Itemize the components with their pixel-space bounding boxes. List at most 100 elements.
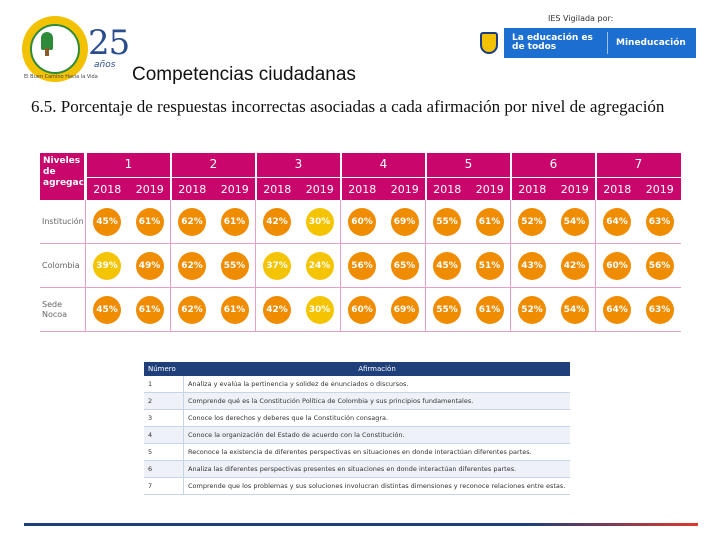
percentage-badge: 45% [93, 208, 121, 236]
year-header: 2018 [596, 177, 639, 200]
percentage-badge: 56% [645, 252, 674, 280]
value-cell: 56% [639, 244, 681, 288]
results-table: Niveles de agregación 1 2018 2019 2 2018 2019… [40, 153, 681, 332]
value-cell: 39% [86, 244, 128, 288]
value-cell: 52% [511, 200, 553, 244]
value-cell: 54% [554, 200, 596, 244]
percentage-badge: 30% [305, 296, 334, 324]
percentage-badge: 54% [560, 296, 589, 324]
row-label: Colombia [42, 261, 80, 270]
affirmation-text: Analiza y evalúa la pertinencia y solide… [188, 380, 409, 388]
percentage-badge: 55% [433, 296, 461, 324]
percentage-badge: 63% [645, 296, 674, 324]
affirmation-number: 6 [144, 461, 184, 477]
value-cell: 55% [426, 200, 468, 244]
percentage-badge: 55% [220, 252, 249, 280]
affirmation-row: 4 Conoce la organización del Estado de ac… [144, 427, 570, 444]
value-cell: 56% [341, 244, 383, 288]
value-cell: 63% [639, 200, 681, 244]
percentage-badge: 65% [390, 252, 419, 280]
affirmation-text: Comprende qué es la Constitución Polític… [188, 397, 474, 405]
percentage-badge: 62% [178, 296, 206, 324]
affirmation-header-text: Afirmación [358, 365, 396, 373]
vigilada-label: IES Vigilada por: [548, 14, 614, 23]
group-header: 5 [426, 153, 511, 177]
value-cell: 45% [86, 288, 128, 332]
percentage-badge: 52% [518, 296, 546, 324]
percentage-badge: 61% [475, 208, 504, 236]
percentage-badge: 64% [603, 296, 631, 324]
value-cell: 63% [639, 288, 681, 332]
colombia-crest-icon [474, 28, 504, 58]
year-header: 2018 [511, 177, 554, 200]
affirmation-header: Número Afirmación [144, 362, 570, 376]
table-row: Colombia 39% 49% 62% 55% 37% 24% 56% 65% 45% 51% 43… [40, 244, 681, 288]
table-header: Niveles de agregación 1 2018 2019 2 2018 2019… [40, 153, 681, 200]
affirmation-row: 7 Comprende que los problemas y sus soluc… [144, 478, 570, 495]
percentage-badge: 37% [263, 252, 291, 280]
year-header: 2019 [298, 177, 341, 200]
group-header: 1 [86, 153, 171, 177]
row-label: Institución [42, 217, 84, 226]
affirmation-number: 2 [144, 393, 184, 409]
value-cell: 30% [299, 288, 341, 332]
affirmation-number: 1 [144, 376, 184, 392]
year-header: 2019 [128, 177, 171, 200]
banner-ministry-text: Mineducación [616, 38, 686, 48]
percentage-badge: 39% [93, 252, 121, 280]
value-cell: 60% [596, 244, 638, 288]
value-cell: 45% [426, 244, 468, 288]
value-cell: 42% [256, 200, 298, 244]
group-header: 6 [511, 153, 596, 177]
value-cell: 49% [129, 244, 171, 288]
year-header: 2018 [426, 177, 469, 200]
ministry-banner: La educación es de todos Mineducación [474, 28, 696, 58]
group-header: 2 [171, 153, 256, 177]
value-cell: 51% [469, 244, 511, 288]
group-header: 4 [341, 153, 426, 177]
value-cell: 61% [129, 288, 171, 332]
value-cell: 62% [171, 288, 213, 332]
percentage-badge: 51% [475, 252, 504, 280]
affirmation-row: 6 Analiza las diferentes perspectivas pre… [144, 461, 570, 478]
percentage-badge: 24% [305, 252, 334, 280]
group-header: 3 [256, 153, 341, 177]
group-header: 7 [596, 153, 681, 177]
value-cell: 60% [341, 288, 383, 332]
percentage-badge: 43% [518, 252, 546, 280]
table-row: Sede Nocoa 45% 61% 62% 61% 42% 30% 60% 69% 55% 61%… [40, 288, 681, 332]
percentage-badge: 62% [178, 252, 206, 280]
banner-main-text: La educación es de todos [512, 33, 593, 52]
anniversary-word: años [94, 60, 116, 70]
year-header: 2018 [256, 177, 299, 200]
institution-logo: El Buen Camino Hacia la Vida 25 años [22, 16, 132, 84]
institution-seal-icon [22, 16, 88, 82]
value-cell: 55% [214, 244, 256, 288]
percentage-badge: 61% [135, 208, 164, 236]
percentage-badge: 61% [475, 296, 504, 324]
percentage-badge: 52% [518, 208, 546, 236]
year-header: 2019 [468, 177, 511, 200]
affirmation-row: 5 Reconoce la existencia de diferentes pe… [144, 444, 570, 461]
affirmation-row: 3 Conoce los derechos y deberes que la Co… [144, 410, 570, 427]
value-cell: 55% [426, 288, 468, 332]
percentage-badge: 60% [603, 252, 631, 280]
percentage-badge: 42% [560, 252, 589, 280]
value-cell: 37% [256, 244, 298, 288]
value-cell: 69% [384, 200, 426, 244]
affirmation-table: Número Afirmación 1 Analiza y evalúa la p… [144, 362, 570, 495]
percentage-badge: 45% [93, 296, 121, 324]
anniversary-number: 25 [88, 23, 130, 63]
value-cell: 42% [554, 244, 596, 288]
percentage-badge: 42% [263, 296, 291, 324]
rowhead-label: Niveles de agregación [40, 153, 100, 200]
percentage-badge: 60% [348, 208, 376, 236]
affirmation-text: Conoce los derechos y deberes que la Con… [188, 414, 389, 422]
value-cell: 65% [384, 244, 426, 288]
value-cell: 52% [511, 288, 553, 332]
affirmation-text: Conoce la organización del Estado de acu… [188, 431, 405, 439]
value-cell: 62% [171, 244, 213, 288]
percentage-badge: 64% [603, 208, 631, 236]
value-cell: 64% [596, 288, 638, 332]
seal-caption: El Buen Camino Hacia la Vida [24, 74, 98, 80]
